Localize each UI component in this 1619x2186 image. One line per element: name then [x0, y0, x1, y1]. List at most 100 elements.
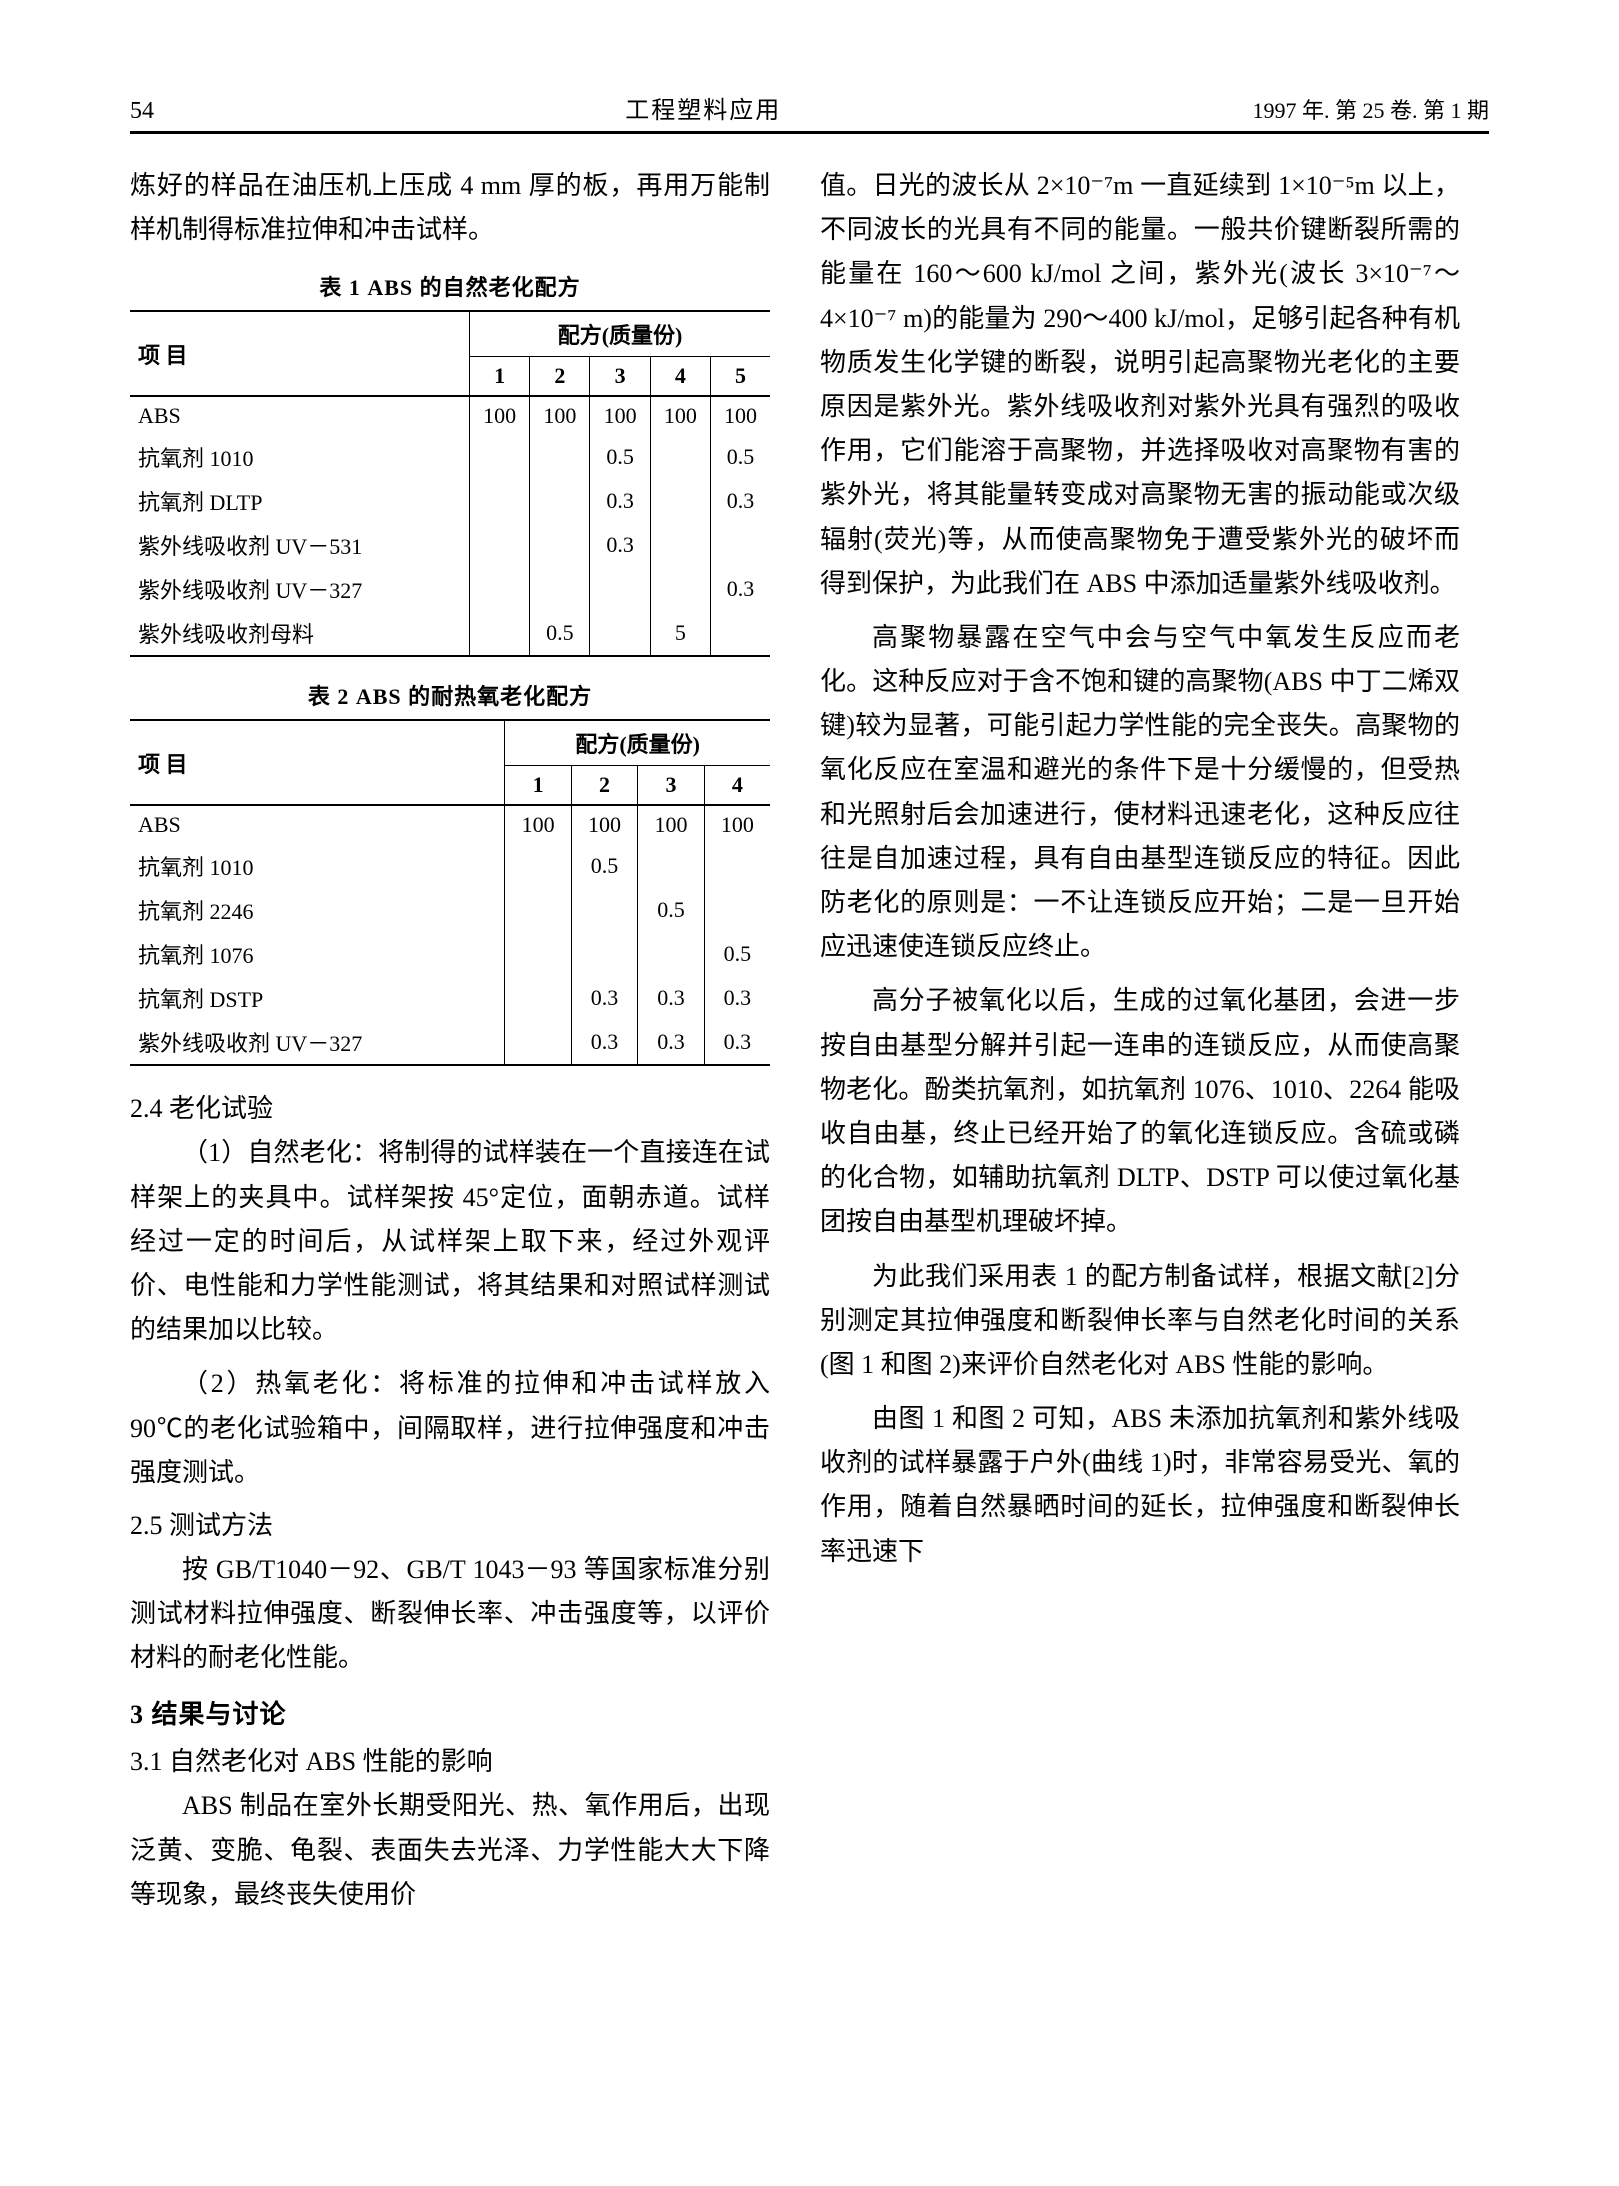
table2-col: 4 [704, 766, 770, 806]
paragraph-3-1: ABS 制品在室外长期受阳光、热、氧作用后，出现泛黄、变脆、龟裂、表面失去光泽、… [130, 1784, 770, 1917]
table1-rowhdr: 项 目 [130, 311, 470, 396]
table2-col: 1 [505, 766, 571, 806]
paragraph-2-4-1: （1）自然老化：将制得的试样装在一个直接连在试样架上的夹具中。试样架按 45°定… [130, 1131, 770, 1352]
table-cell [650, 567, 710, 611]
left-column: 炼好的样品在油压机上压成 4 mm 厚的板，再用万能制样机制得标准拉伸和冲击试样… [130, 164, 770, 1927]
right-column: 值。日光的波长从 2×10⁻⁷m 一直延续到 1×10⁻⁵m 以上，不同波长的光… [820, 164, 1460, 1927]
table-cell [505, 844, 571, 888]
table-cell [530, 567, 590, 611]
table-cell: 100 [505, 805, 571, 844]
table-cell [638, 844, 704, 888]
table-cell [590, 611, 650, 656]
table-cell: 100 [704, 805, 770, 844]
table-row-label: 抗氧剂 DLTP [130, 479, 470, 523]
table-row-label: 抗氧剂 1076 [130, 932, 505, 976]
table1-col: 2 [530, 357, 590, 397]
section-2-4-title: 2.4 老化试验 [130, 1088, 770, 1125]
paragraph-r3: 高分子被氧化以后，生成的过氧化基团，会进一步按自由基型分解并引起一连串的连锁反应… [820, 979, 1460, 1244]
paragraph-r4: 为此我们采用表 1 的配方制备试样，根据文献[2]分别测定其拉伸强度和断裂伸长率… [820, 1255, 1460, 1388]
table1: 项 目 配方(质量份) 1 2 3 4 5 ABS100100100100100… [130, 310, 770, 657]
table-cell [638, 932, 704, 976]
table-row-label: 紫外线吸收剂 UV－531 [130, 523, 470, 567]
table-cell [704, 844, 770, 888]
table-cell: 0.3 [590, 479, 650, 523]
table-cell [505, 976, 571, 1020]
table-cell [530, 435, 590, 479]
table-cell: 0.3 [704, 1020, 770, 1065]
table-cell: 0.5 [530, 611, 590, 656]
table-cell: 0.5 [590, 435, 650, 479]
paragraph-r5: 由图 1 和图 2 可知，ABS 未添加抗氧剂和紫外线吸收剂的试样暴露于户外(曲… [820, 1397, 1460, 1574]
table-cell [505, 932, 571, 976]
table-cell [571, 888, 637, 932]
section-2-5-title: 2.5 测试方法 [130, 1505, 770, 1542]
paragraph-2-4-2: （2）热氧老化：将标准的拉伸和冲击试样放入 90℃的老化试验箱中，间隔取样，进行… [130, 1362, 770, 1495]
table-cell [505, 888, 571, 932]
issue-info: 1997 年. 第 25 卷. 第 1 期 [1252, 93, 1489, 125]
table-cell [650, 435, 710, 479]
table-cell: 100 [638, 805, 704, 844]
table-cell [704, 888, 770, 932]
table-cell: 0.5 [704, 932, 770, 976]
table1-caption: 表 1 ABS 的自然老化配方 [130, 270, 770, 302]
table-cell: 0.3 [638, 976, 704, 1020]
table-cell: 0.5 [710, 435, 770, 479]
table-cell [530, 523, 590, 567]
table-row-label: 抗氧剂 2246 [130, 888, 505, 932]
table1-col: 5 [710, 357, 770, 397]
intro-paragraph: 炼好的样品在油压机上压成 4 mm 厚的板，再用万能制样机制得标准拉伸和冲击试样… [130, 164, 770, 252]
columns-wrapper: 炼好的样品在油压机上压成 4 mm 厚的板，再用万能制样机制得标准拉伸和冲击试样… [130, 164, 1489, 1927]
table-row-label: ABS [130, 396, 470, 435]
table-row-label: 抗氧剂 1010 [130, 435, 470, 479]
table-row-label: 抗氧剂 1010 [130, 844, 505, 888]
table-cell [470, 479, 530, 523]
table-cell [650, 523, 710, 567]
table-row-label: 紫外线吸收剂 UV－327 [130, 567, 470, 611]
section-3-1-title: 3.1 自然老化对 ABS 性能的影响 [130, 1741, 770, 1778]
paragraph-r1: 值。日光的波长从 2×10⁻⁷m 一直延续到 1×10⁻⁵m 以上，不同波长的光… [820, 164, 1460, 606]
table2-colgroup: 配方(质量份) [505, 720, 770, 766]
table-cell [571, 932, 637, 976]
table2-caption: 表 2 ABS 的耐热氧老化配方 [130, 679, 770, 711]
table2-col: 2 [571, 766, 637, 806]
table-cell: 5 [650, 611, 710, 656]
table-cell: 0.3 [571, 1020, 637, 1065]
table-cell: 100 [470, 396, 530, 435]
table1-col: 1 [470, 357, 530, 397]
table2: 项 目 配方(质量份) 1 2 3 4 ABS100100100100抗氧剂 1… [130, 719, 770, 1066]
table-row-label: ABS [130, 805, 505, 844]
table-cell [470, 567, 530, 611]
table-cell [470, 435, 530, 479]
page-header: 54 工程塑料应用 1997 年. 第 25 卷. 第 1 期 [130, 90, 1489, 134]
paragraph-2-5: 按 GB/T1040－92、GB/T 1043－93 等国家标准分别测试材料拉伸… [130, 1548, 770, 1681]
table-cell: 0.5 [571, 844, 637, 888]
table-cell [650, 479, 710, 523]
table2-rowhdr: 项 目 [130, 720, 505, 805]
table-cell: 0.5 [638, 888, 704, 932]
paragraph-r2: 高聚物暴露在空气中会与空气中氧发生反应而老化。这种反应对于含不饱和键的高聚物(A… [820, 616, 1460, 970]
table-cell: 0.3 [590, 523, 650, 567]
table-cell: 0.3 [704, 976, 770, 1020]
table-cell: 0.3 [571, 976, 637, 1020]
table-row-label: 抗氧剂 DSTP [130, 976, 505, 1020]
table1-colgroup: 配方(质量份) [470, 311, 770, 357]
page: 54 工程塑料应用 1997 年. 第 25 卷. 第 1 期 炼好的样品在油压… [0, 0, 1619, 2186]
table1-col: 3 [590, 357, 650, 397]
table-cell: 0.3 [710, 479, 770, 523]
table1-col: 4 [650, 357, 710, 397]
table-cell: 0.3 [638, 1020, 704, 1065]
table-cell [590, 567, 650, 611]
table2-col: 3 [638, 766, 704, 806]
table-cell: 0.3 [710, 567, 770, 611]
table-cell [710, 523, 770, 567]
table-cell: 100 [530, 396, 590, 435]
table-cell: 100 [710, 396, 770, 435]
table-cell [470, 523, 530, 567]
table-cell [710, 611, 770, 656]
table-cell [505, 1020, 571, 1065]
table-row-label: 紫外线吸收剂母料 [130, 611, 470, 656]
journal-title: 工程塑料应用 [625, 90, 781, 125]
table-cell: 100 [571, 805, 637, 844]
table-cell: 100 [650, 396, 710, 435]
page-number: 54 [130, 98, 154, 125]
